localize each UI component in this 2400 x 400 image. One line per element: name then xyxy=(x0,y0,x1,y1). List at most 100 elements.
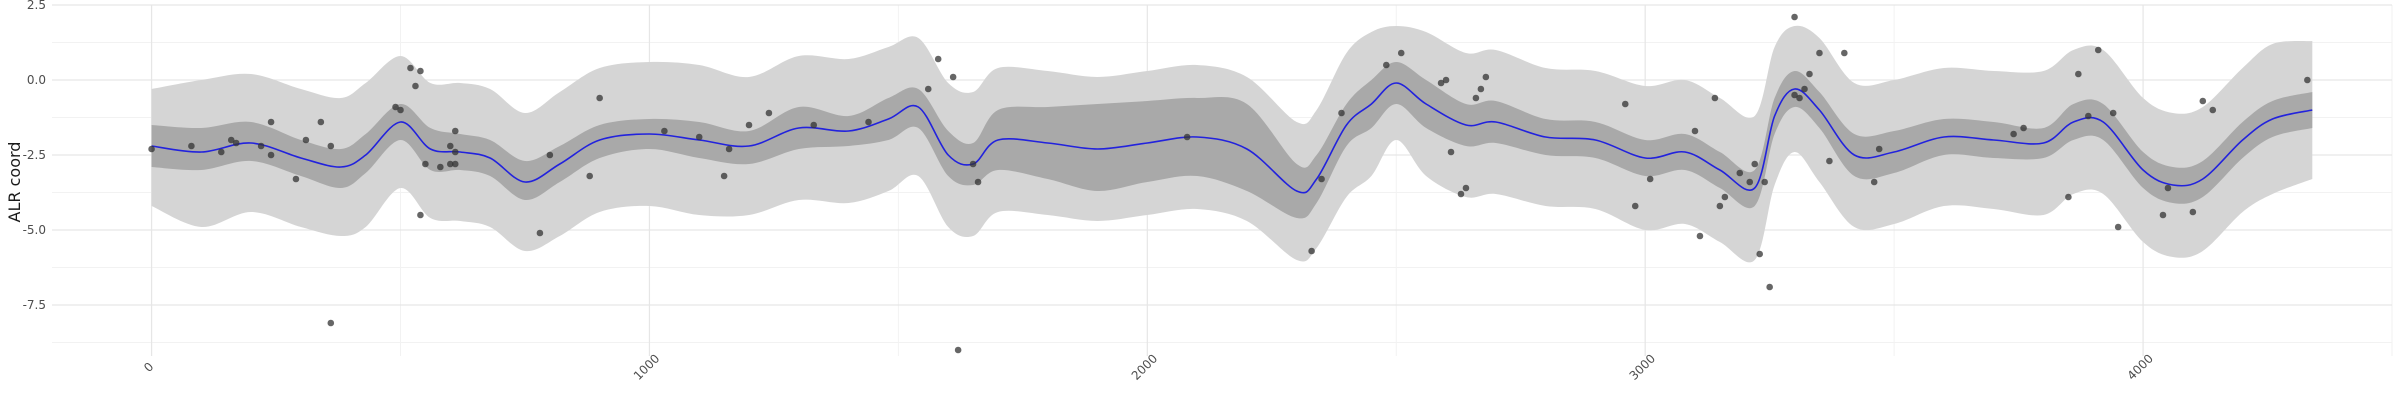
observation-point xyxy=(451,127,459,135)
observation-point xyxy=(1397,49,1405,57)
confidence-bands xyxy=(151,25,2313,263)
observation-point xyxy=(1621,100,1629,108)
observation-point xyxy=(1437,79,1445,87)
y-tick-label: 2.5 xyxy=(27,0,46,12)
observation-point xyxy=(1696,232,1704,240)
observation-point xyxy=(1646,175,1654,183)
observation-point xyxy=(934,55,942,63)
observation-point xyxy=(2209,106,2217,114)
y-tick-label: -5.0 xyxy=(23,223,46,237)
observation-points xyxy=(148,13,2311,354)
observation-point xyxy=(1875,145,1883,153)
observation-point xyxy=(2020,124,2027,132)
observation-point xyxy=(1318,175,1325,183)
observation-point xyxy=(446,160,454,168)
observation-point xyxy=(661,127,668,135)
observation-point xyxy=(1183,133,1191,141)
observation-point xyxy=(2199,97,2207,105)
observation-point xyxy=(974,178,982,186)
observation-point xyxy=(1462,184,1470,192)
observation-point xyxy=(1766,283,1773,291)
observation-point xyxy=(407,64,414,72)
observation-point xyxy=(1691,127,1699,135)
observation-point xyxy=(1816,49,1823,57)
observation-point xyxy=(1870,178,1878,186)
inner-confidence-band xyxy=(151,62,2313,219)
observation-point xyxy=(546,151,554,159)
x-tick-label: 2000 xyxy=(1129,351,1160,382)
observation-point xyxy=(417,67,424,75)
observation-point xyxy=(1477,85,1485,93)
observation-point xyxy=(317,118,325,126)
observation-point xyxy=(217,148,225,156)
observation-point xyxy=(1308,247,1315,255)
observation-point xyxy=(2084,112,2092,120)
observation-point xyxy=(1756,250,1764,258)
observation-point xyxy=(392,103,399,111)
observation-point xyxy=(446,142,454,150)
observation-point xyxy=(451,160,459,168)
observation-point xyxy=(810,121,818,129)
observation-point xyxy=(1801,85,1808,93)
observation-point xyxy=(1447,148,1455,156)
x-tick-label: 4000 xyxy=(2124,351,2155,382)
observation-point xyxy=(257,142,265,150)
observation-point xyxy=(745,121,753,129)
y-tick-label: -7.5 xyxy=(23,298,46,312)
observation-point xyxy=(327,319,335,327)
observation-point xyxy=(2304,76,2311,84)
observation-point xyxy=(412,82,419,90)
observation-point xyxy=(2075,70,2082,78)
observation-point xyxy=(227,136,235,144)
observation-point xyxy=(1806,70,1813,78)
observation-point xyxy=(1746,178,1754,186)
observation-point xyxy=(302,136,310,144)
observation-point xyxy=(1791,91,1798,99)
observation-point xyxy=(2189,208,2197,216)
y-tick-label: -2.5 xyxy=(23,148,46,162)
observation-point xyxy=(2164,184,2172,192)
observation-point xyxy=(1751,160,1759,168)
mean-line-layer xyxy=(151,82,2313,194)
observation-point xyxy=(720,172,728,180)
observation-point xyxy=(1472,94,1480,102)
observation-point xyxy=(536,229,544,237)
observation-point xyxy=(1721,193,1729,201)
observation-point xyxy=(327,142,335,150)
observation-point xyxy=(1711,94,1719,102)
observation-point xyxy=(596,94,603,102)
observation-point xyxy=(1631,202,1639,210)
observation-point xyxy=(397,106,404,114)
observation-point xyxy=(1841,49,1848,57)
observation-point xyxy=(422,160,429,168)
observation-point xyxy=(437,163,444,171)
observation-point xyxy=(949,73,957,81)
observation-point xyxy=(954,346,962,354)
observation-point xyxy=(765,109,773,117)
observation-point xyxy=(586,172,594,180)
observation-point xyxy=(1442,76,1450,84)
observation-point xyxy=(1457,190,1465,198)
mean-line xyxy=(151,82,2313,194)
y-axis-title: ALR coord xyxy=(5,142,24,223)
observation-point xyxy=(725,145,733,153)
observation-point xyxy=(292,175,300,183)
observation-point xyxy=(924,85,932,93)
observation-point xyxy=(148,145,155,153)
observation-point xyxy=(267,151,275,159)
x-tick-label: 1000 xyxy=(631,351,662,382)
observation-point xyxy=(232,139,240,147)
observation-point xyxy=(1338,109,1345,117)
y-tick-label: 0.0 xyxy=(27,73,46,87)
observation-point xyxy=(1796,94,1803,102)
observation-point xyxy=(695,133,703,141)
observation-point xyxy=(2094,46,2102,54)
x-tick-label: 3000 xyxy=(1627,351,1658,382)
observation-point xyxy=(2109,109,2117,117)
observation-point xyxy=(1716,202,1724,210)
observation-point xyxy=(188,142,195,150)
observation-point xyxy=(2114,223,2122,231)
observation-point xyxy=(1761,178,1768,186)
